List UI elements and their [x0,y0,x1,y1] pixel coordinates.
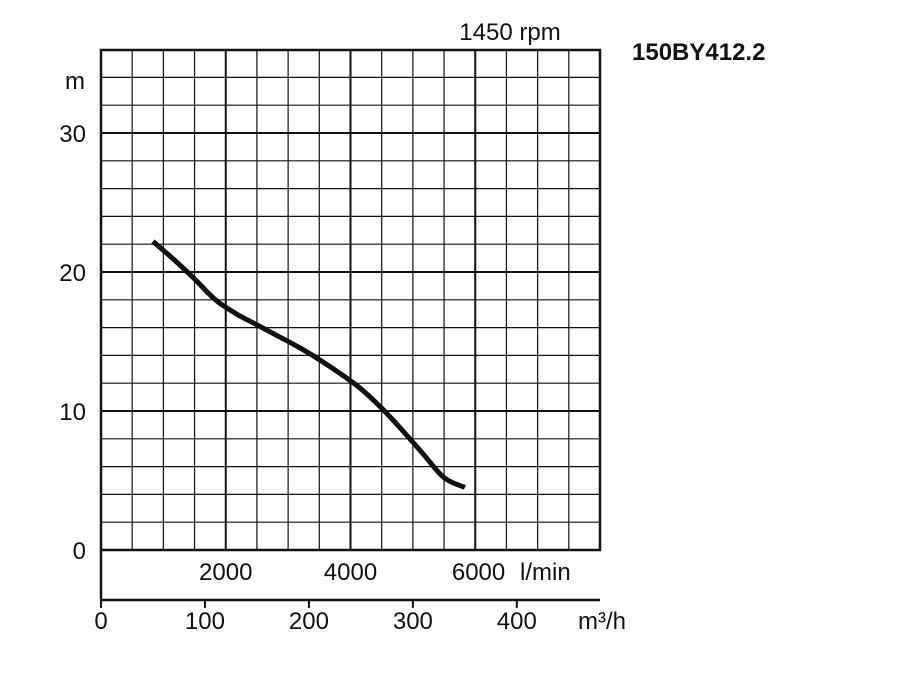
y-tick-label: 30 [59,121,86,148]
head-flow-curve [151,239,466,490]
y-unit-label: m [65,68,85,95]
x-unit-label: m³/h [578,608,626,635]
y-tick-label: 10 [59,399,86,426]
y-tick-label: 0 [73,538,86,565]
y-tick-labels: 0 10 20 30 [59,121,86,565]
x-tick-label: 200 [289,608,329,635]
y-tick-label: 20 [59,260,86,287]
tick-marks [99,550,518,608]
plot-frame [99,48,602,552]
secondary-x-tick-labels: 2000 4000 6000 [199,559,505,586]
speed-label: 1450 rpm [459,19,560,46]
x-tick-label: 100 [185,608,225,635]
x-secondary-unit-label: l/min [520,559,571,586]
model-label: 150BY412.2 [632,39,765,66]
secondary-x-tick-label: 2000 [199,559,252,586]
x-tick-label: 300 [393,608,433,635]
x-tick-labels: 0 100 200 300 400 [94,608,537,635]
grid [101,50,600,550]
x-tick-label: 0 [94,608,107,635]
series-group [151,239,466,490]
secondary-x-tick-label: 4000 [324,559,377,586]
x-tick-label: 400 [497,608,537,635]
secondary-x-tick-label: 6000 [452,559,505,586]
